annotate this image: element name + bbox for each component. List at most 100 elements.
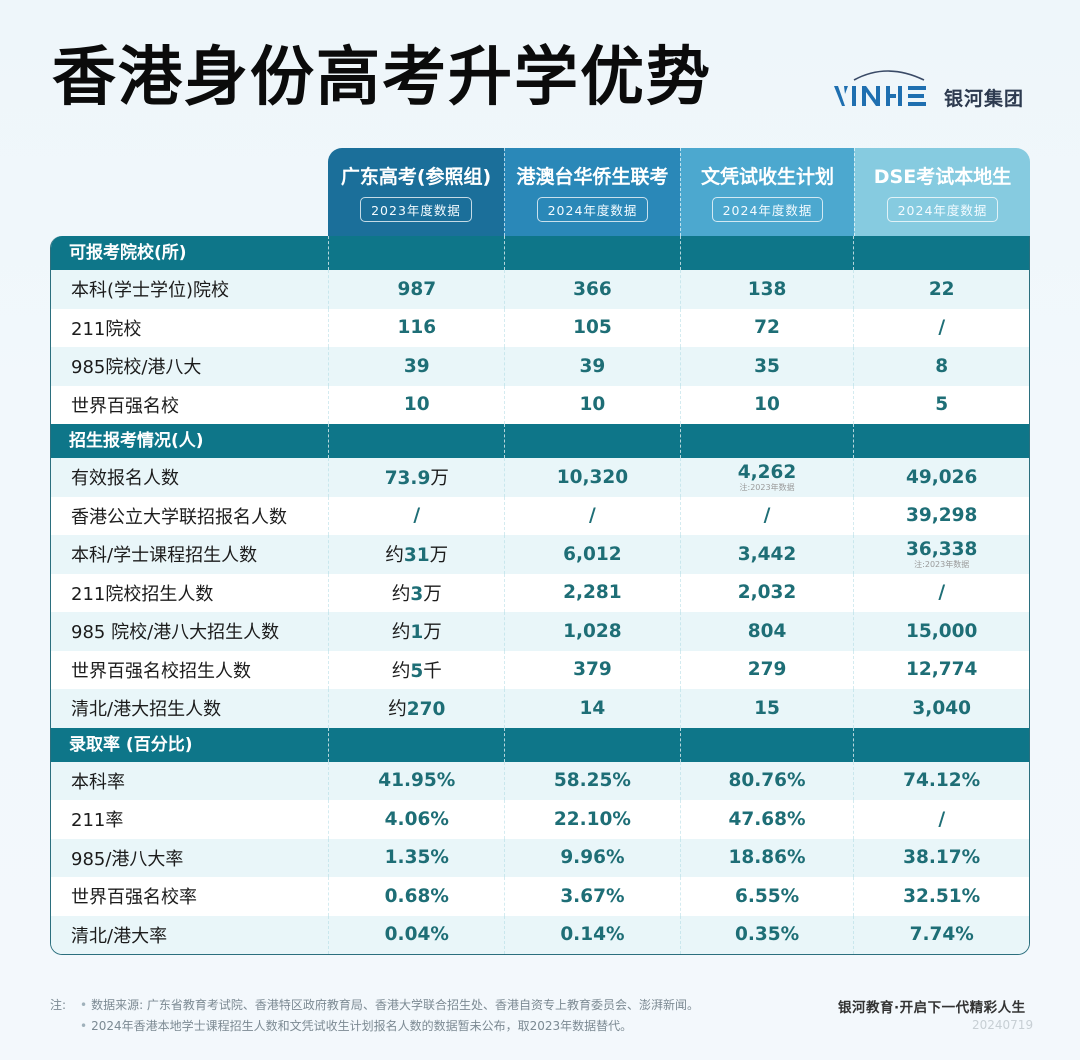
page-title: 香港身份高考升学优势 <box>52 41 712 115</box>
row-label: 本科率 <box>71 771 125 793</box>
table-cell: 8 <box>853 347 1029 386</box>
cell-value: 105 <box>573 317 612 339</box>
cell-value: / <box>938 317 946 339</box>
cell-value: 10,320 <box>556 466 629 488</box>
table-cell: 116 <box>328 308 504 347</box>
table-cell: / <box>853 308 1029 347</box>
table-cell: 5 <box>853 385 1029 424</box>
approx-prefix: 约 <box>391 622 411 644</box>
table-cell: 2,032 <box>679 573 854 612</box>
cell-value: 279 <box>747 659 787 681</box>
yinhe-logo-icon <box>834 70 926 106</box>
table-cell: 47.68% <box>679 800 854 839</box>
row-label: 本科/学士课程招生人数 <box>71 545 258 567</box>
table-row: 世界百强名校率 0.68% 3.67% 6.55% 32.51% <box>51 877 1029 916</box>
cell-value: 3,442 <box>737 543 797 565</box>
cell-value: 804 <box>747 620 787 642</box>
row-label: 有效报名人数 <box>71 468 179 490</box>
row-label: 清北/港大招生人数 <box>71 699 222 721</box>
year-badge: 2024年度数据 <box>711 197 824 222</box>
column-header-joint-exam: 港澳台华侨生联考 2024年度数据 <box>504 148 680 236</box>
unit-suffix: 千 <box>423 660 442 682</box>
table-cell: / <box>853 800 1029 839</box>
table-cell: 10 <box>504 385 680 424</box>
slogan: 银河教育·开启下一代精彩人生 <box>838 1000 1026 1016</box>
table-cell: / <box>853 573 1029 612</box>
cell-value: 15,000 <box>906 620 978 642</box>
cell-value: 14 <box>579 697 606 719</box>
column-title: 港澳台华侨生联考 <box>516 166 669 188</box>
cell-value: 38.17% <box>903 847 981 869</box>
section-spacer <box>679 727 854 762</box>
cell-value: 47.68% <box>728 808 806 830</box>
table-row: 本科(学士学位)院校 987 366 138 22 <box>51 270 1029 309</box>
table-row: 清北/港大率 0.04% 0.14% 0.35% 7.74% <box>51 915 1029 954</box>
table-row: 211率 4.06% 22.10% 47.68% / <box>51 800 1029 839</box>
table-cell: 18.86% <box>679 838 854 877</box>
row-label: 本科(学士学位)院校 <box>71 280 230 302</box>
cell-note: 注:2023年数据 <box>739 483 795 493</box>
cell-value: 80.76% <box>728 770 806 792</box>
section-spacer <box>853 236 1029 270</box>
table-cell: 3,442 <box>679 535 854 574</box>
row-label: 985院校/港八大 <box>71 357 202 379</box>
table-cell: 73.9万 <box>328 458 504 497</box>
approx-prefix: 约 <box>388 699 407 721</box>
table-row: 清北/港大招生人数 约270 14 15 3,040 <box>51 689 1029 728</box>
table-cell: 10 <box>679 385 854 424</box>
cell-value: 3.67% <box>560 885 625 907</box>
row-label: 211院校招生人数 <box>71 583 214 605</box>
table-row: 有效报名人数 73.9万 10,320 4,262 注:2023年数据 49,026 <box>51 458 1029 497</box>
cell-value: 987 <box>397 278 437 300</box>
approx-prefix: 约 <box>385 545 404 567</box>
cell-value: 18.86% <box>728 847 806 869</box>
unit-suffix: 万 <box>423 622 442 644</box>
cell-value: 10 <box>754 394 780 416</box>
note-substitution: 2024年香港本地学士课程招生人数和文凭试收生计划报名人数的数据暂未公布，取20… <box>91 1019 633 1033</box>
section-header: 招生报考情况(人) <box>51 424 1029 458</box>
cell-value: 3 <box>410 583 424 605</box>
cell-value: 1,028 <box>563 620 622 642</box>
table-cell: 约31万 <box>328 535 504 574</box>
table-cell: 80.76% <box>679 761 854 800</box>
cell-value: 58.25% <box>553 770 631 792</box>
table-cell: / <box>679 496 854 535</box>
cell-value: 72 <box>754 317 780 339</box>
cell-value: 4.06% <box>384 808 449 830</box>
table-cell: 4,262 注:2023年数据 <box>679 458 854 497</box>
column-title: 文凭试收生计划 <box>700 166 834 188</box>
table-cell: 7.74% <box>853 915 1029 954</box>
cell-value: 9.96% <box>560 847 625 869</box>
cell-value: 116 <box>397 317 437 339</box>
section-spacer <box>504 727 680 762</box>
cell-value: 15 <box>754 697 780 719</box>
cell-value: / <box>938 582 946 604</box>
cell-value: 366 <box>573 278 612 300</box>
cell-value: / <box>413 505 421 527</box>
approx-prefix: 约 <box>391 583 411 605</box>
footer-notes: 注: • 数据来源: 广东省教育考试院、香港特区政府教育局、香港大学联合招生处、香港… <box>50 995 699 1037</box>
table-row: 本科率 41.95% 58.25% 80.76% 74.12% <box>51 761 1029 800</box>
table-cell: 15,000 <box>853 612 1029 651</box>
column-title: DSE考试本地生 <box>873 166 1012 188</box>
yinhe-logo: 银河集团 <box>832 68 1042 116</box>
cell-value: 12,774 <box>906 659 978 681</box>
cell-value: / <box>589 505 596 527</box>
table-row: 985/港八大率 1.35% 9.96% 18.86% 38.17% <box>51 838 1029 877</box>
cell-value: 2,032 <box>737 582 797 604</box>
table-cell: 22.10% <box>504 800 680 839</box>
bullet-icon: • <box>80 1019 88 1033</box>
table-cell: 58.25% <box>504 761 680 800</box>
table-row: 985院校/港八大 39 39 35 8 <box>51 347 1029 386</box>
cell-value: 35 <box>754 355 780 377</box>
cell-value: 10 <box>579 394 606 416</box>
year-badge: 2023年度数据 <box>360 197 472 222</box>
cell-value: 10 <box>403 394 430 416</box>
table-cell: 约1万 <box>328 612 504 651</box>
cell-value: 39 <box>579 355 606 377</box>
cell-value: 0.14% <box>560 924 625 946</box>
cell-value: 1.35% <box>384 847 449 869</box>
column-title: 广东高考(参照组) <box>340 166 492 188</box>
date-stamp: 20240719 <box>972 1018 1034 1032</box>
table-cell: 49,026 <box>853 458 1029 497</box>
